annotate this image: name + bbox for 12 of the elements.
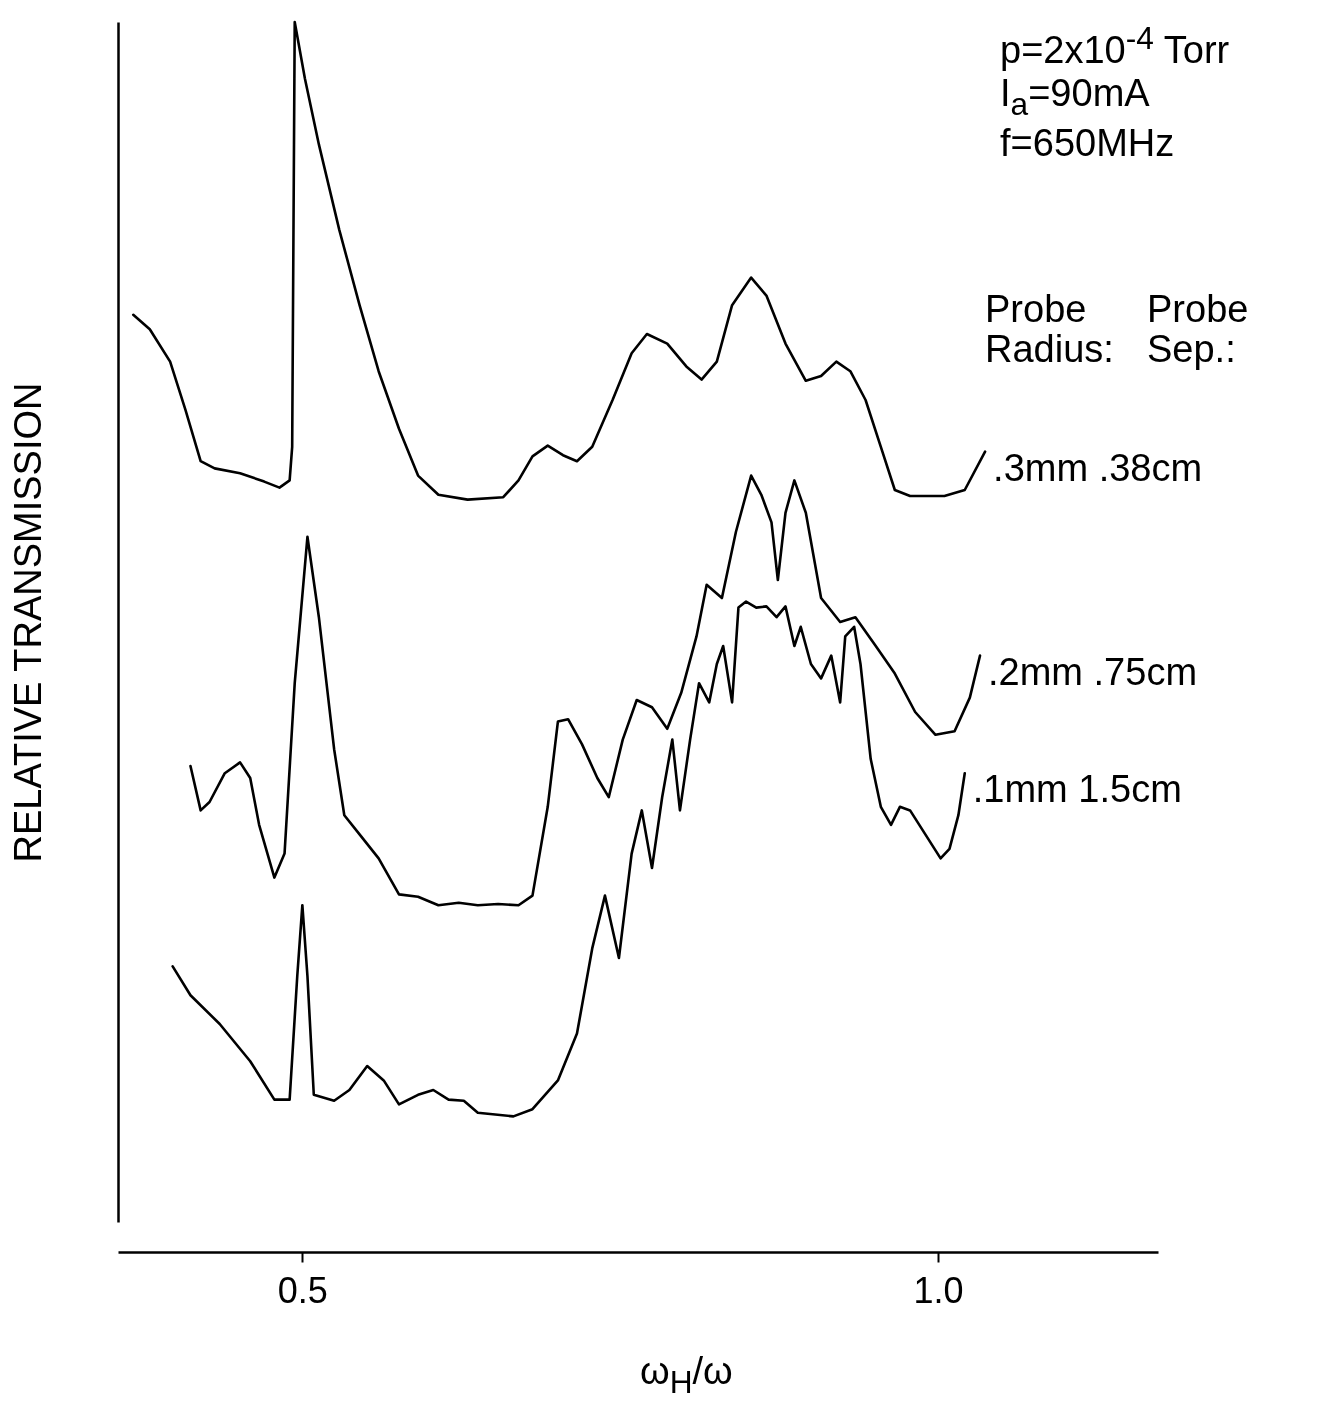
series-label: .1mm 1.5cm bbox=[972, 768, 1182, 811]
x-axis-title: ω$_{H}$/ω bbox=[640, 1350, 733, 1401]
annotation: Probe Sep.: bbox=[1147, 288, 1250, 370]
series-label: .2mm .75cm bbox=[988, 650, 1198, 693]
x-tick-label: 0.5 bbox=[277, 1269, 328, 1311]
series-label: .3mm .38cm bbox=[993, 446, 1203, 489]
annotation: I$_{a}$=90mA bbox=[1000, 72, 1151, 123]
y-axis-title: RELATIVE TRANSMISSION bbox=[6, 382, 49, 863]
annotation: p=2x10$^{-4}$ Torr bbox=[1000, 20, 1230, 73]
annotation: Probe Radius: bbox=[985, 288, 1115, 370]
annotation: f=650MHz bbox=[1000, 122, 1176, 167]
x-tick-label: 1.0 bbox=[913, 1269, 964, 1311]
